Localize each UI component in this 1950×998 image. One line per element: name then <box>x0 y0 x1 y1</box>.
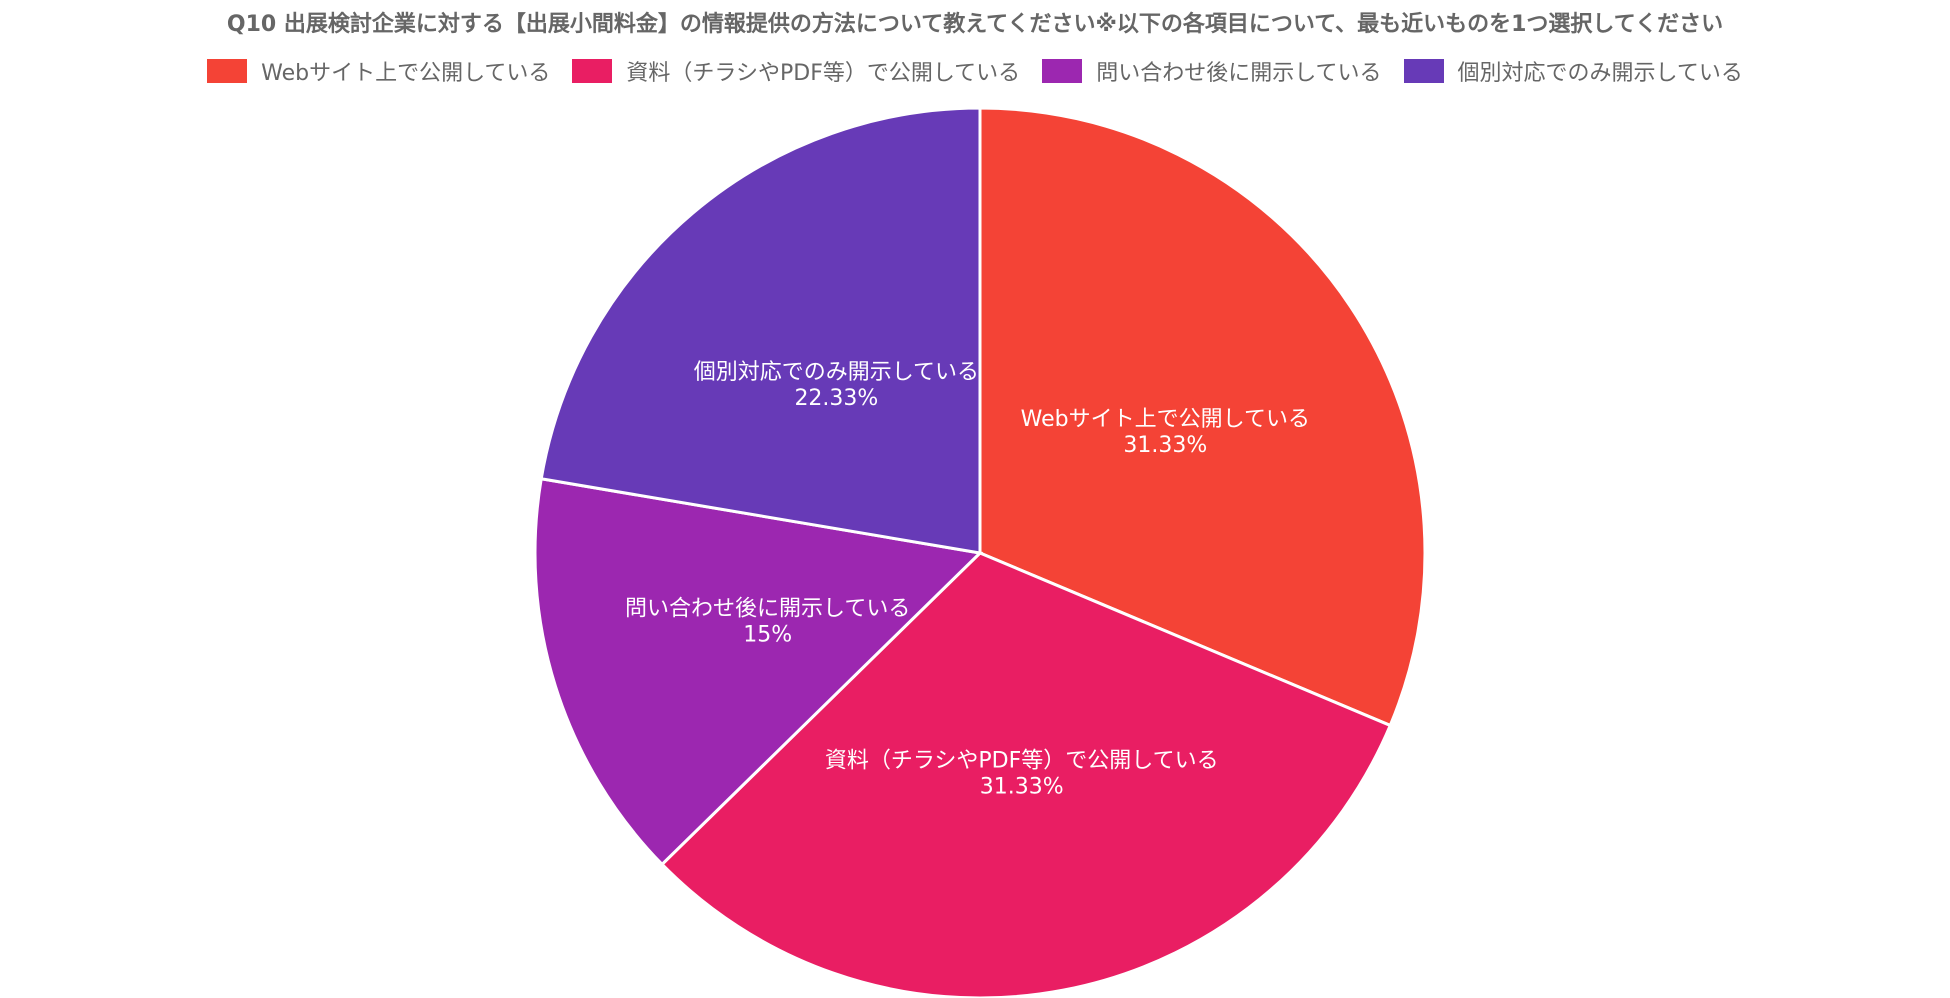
legend-label: 個別対応でのみ開示している <box>1457 61 1743 86</box>
slice-value-label: 31.33% <box>980 775 1064 800</box>
legend-item-web[interactable]: Webサイト上で公開している <box>207 55 550 87</box>
legend-item-individual[interactable]: 個別対応でのみ開示している <box>1403 55 1743 87</box>
legend-swatch <box>1403 59 1444 83</box>
slice-category-label: 個別対応でのみ開示している <box>694 360 979 385</box>
slice-value-label: 22.33% <box>794 386 878 411</box>
legend-swatch <box>1042 59 1083 83</box>
legend-swatch <box>207 59 248 83</box>
slice-category-label: 問い合わせ後に開示している <box>625 597 910 622</box>
slice-value-label: 31.33% <box>1123 433 1207 458</box>
legend-label: 問い合わせ後に開示している <box>1096 61 1382 86</box>
chart-title: Q10 出展検討企業に対する【出展小間料金】の情報提供の方法について教えてくださ… <box>226 12 1724 37</box>
slice-web[interactable] <box>978 106 1427 728</box>
legend-item-inquiry[interactable]: 問い合わせ後に開示している <box>1042 55 1382 87</box>
slice-individual[interactable] <box>539 106 982 555</box>
legend-item-document[interactable]: 資料（チラシやPDF等）で公開している <box>572 55 1020 87</box>
slice-document[interactable] <box>659 551 1393 998</box>
legend-swatch <box>572 59 613 83</box>
slice-category-label: Webサイト上で公開している <box>1021 407 1310 432</box>
slice-inquiry[interactable] <box>533 477 984 867</box>
legend-label: Webサイト上で公開している <box>261 61 551 86</box>
slice-value-label: 15% <box>743 623 792 648</box>
legend: Webサイト上で公開している 資料（チラシやPDF等）で公開している 問い合わせ… <box>0 55 1950 87</box>
legend-label: 資料（チラシやPDF等）で公開している <box>626 61 1021 86</box>
slice-category-label: 資料（チラシやPDF等）で公開している <box>825 749 1219 774</box>
